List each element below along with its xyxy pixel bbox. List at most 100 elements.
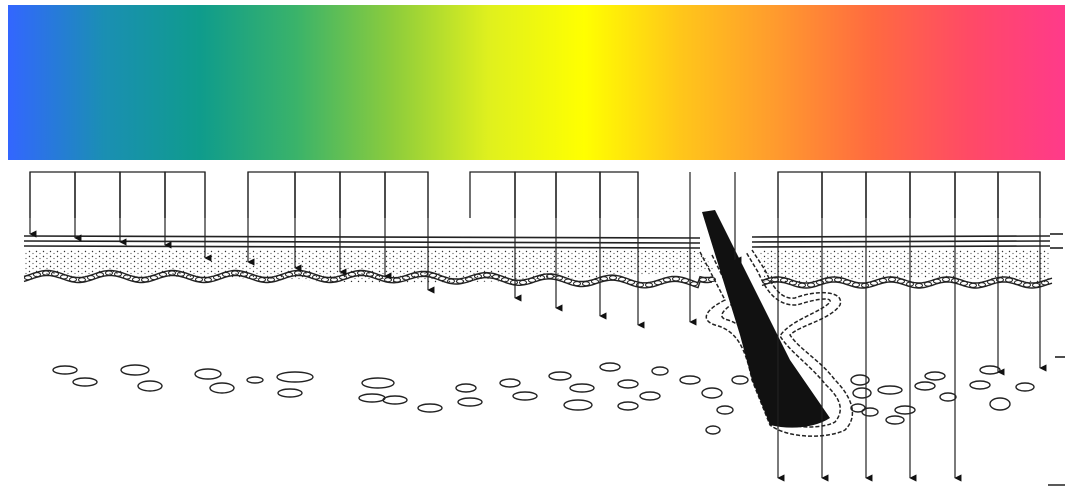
ray-bracket [74,171,121,218]
ray-bracket [514,171,557,218]
basal-cell [42,270,50,276]
basal-cell [438,276,446,281]
collagen-cell [563,399,593,411]
basal-cell [357,270,365,276]
basal-cell [312,274,320,280]
basal-cell [924,281,932,287]
basal-cell [978,282,986,288]
basal-cell [915,283,923,288]
basal-cell [213,275,221,280]
basal-cell [24,275,32,281]
basal-cell [537,275,545,280]
basal-cell [645,282,653,288]
collagen-cell [599,362,621,372]
collagen-cells [52,362,1035,435]
collagen-cell [569,383,595,393]
epidermis-layer [24,249,1050,284]
basal-cell [528,277,536,283]
basal-cell [825,277,833,283]
basal-cell [618,276,626,282]
ray-bracket [294,171,341,218]
collagen-cell [52,365,78,375]
basal-cell [222,272,230,277]
basal-cell [600,276,608,282]
basal-cell [708,277,716,282]
collagen-cell [679,375,701,385]
basal-cell [654,280,662,286]
spectrum-fill [8,5,1065,160]
collagen-cell [548,371,572,381]
collagen-cell [137,380,163,392]
collagen-cell [850,374,870,386]
collagen-cell [457,397,483,407]
basal-cell [159,272,167,277]
collagen-cell [361,377,395,389]
basal-cell [573,281,581,287]
light-ray-brackets [29,171,1041,218]
basal-cell [1032,282,1040,288]
basal-cell [78,277,86,283]
ray-bracket [164,171,206,218]
basal-cell [582,281,590,287]
ray-bracket [777,171,823,218]
basal-cell [501,277,509,283]
ray-bracket [555,171,601,218]
collagen-cell [701,387,723,399]
basal-cell [888,277,896,282]
basal-cell [798,282,806,288]
basal-cell [447,278,455,284]
ray-bracket [954,171,999,218]
basal-cell [267,277,275,283]
basal-cell [969,282,977,288]
collagen-cell [939,392,957,402]
basal-cell [897,278,905,284]
basal-cell [402,275,410,281]
basal-cell [789,280,797,286]
collagen-cell [861,407,879,417]
basal-cell [105,270,113,276]
ray-bracket [997,171,1041,218]
basal-cell [60,274,68,280]
basal-cell [249,274,257,280]
basal-cell [411,272,419,278]
collagen-cell [852,387,872,399]
basal-cell [1014,280,1022,285]
basal-cell [87,275,95,281]
color-spectrum-bar [8,5,1065,160]
basal-cell [366,271,374,277]
basal-cell [1041,280,1049,286]
collagen-cell [120,364,150,376]
basal-cell [150,275,158,281]
basal-cell [699,277,707,283]
basal-cell [672,276,680,282]
basal-cell [456,278,464,284]
basal-cell [609,275,617,281]
basal-cell [204,277,212,283]
basal-cell [564,278,572,284]
basal-cell [474,273,482,279]
basal-cell [492,274,500,280]
collagen-cell [731,375,749,385]
basal-cell [627,279,635,285]
collagen-cell [705,425,721,435]
ray-bracket [865,171,911,218]
basal-cell [123,274,131,280]
basal-cell [942,277,950,282]
basal-cell [636,282,644,288]
collagen-cell [382,395,408,405]
basal-cell [177,271,185,277]
collagen-cell [1015,382,1035,392]
ray-bracket [599,171,639,218]
basal-cell [591,279,599,284]
collagen-cell [639,391,661,401]
basal-cell [348,271,356,277]
basal-cell [96,272,104,278]
basal-cell [321,277,329,283]
collagen-cell [979,365,1001,375]
depth-ticks [1048,233,1065,486]
collagen-cell [194,368,222,380]
collagen-cell [989,397,1011,411]
collagen-cell [617,379,639,389]
basal-cell [429,272,437,278]
